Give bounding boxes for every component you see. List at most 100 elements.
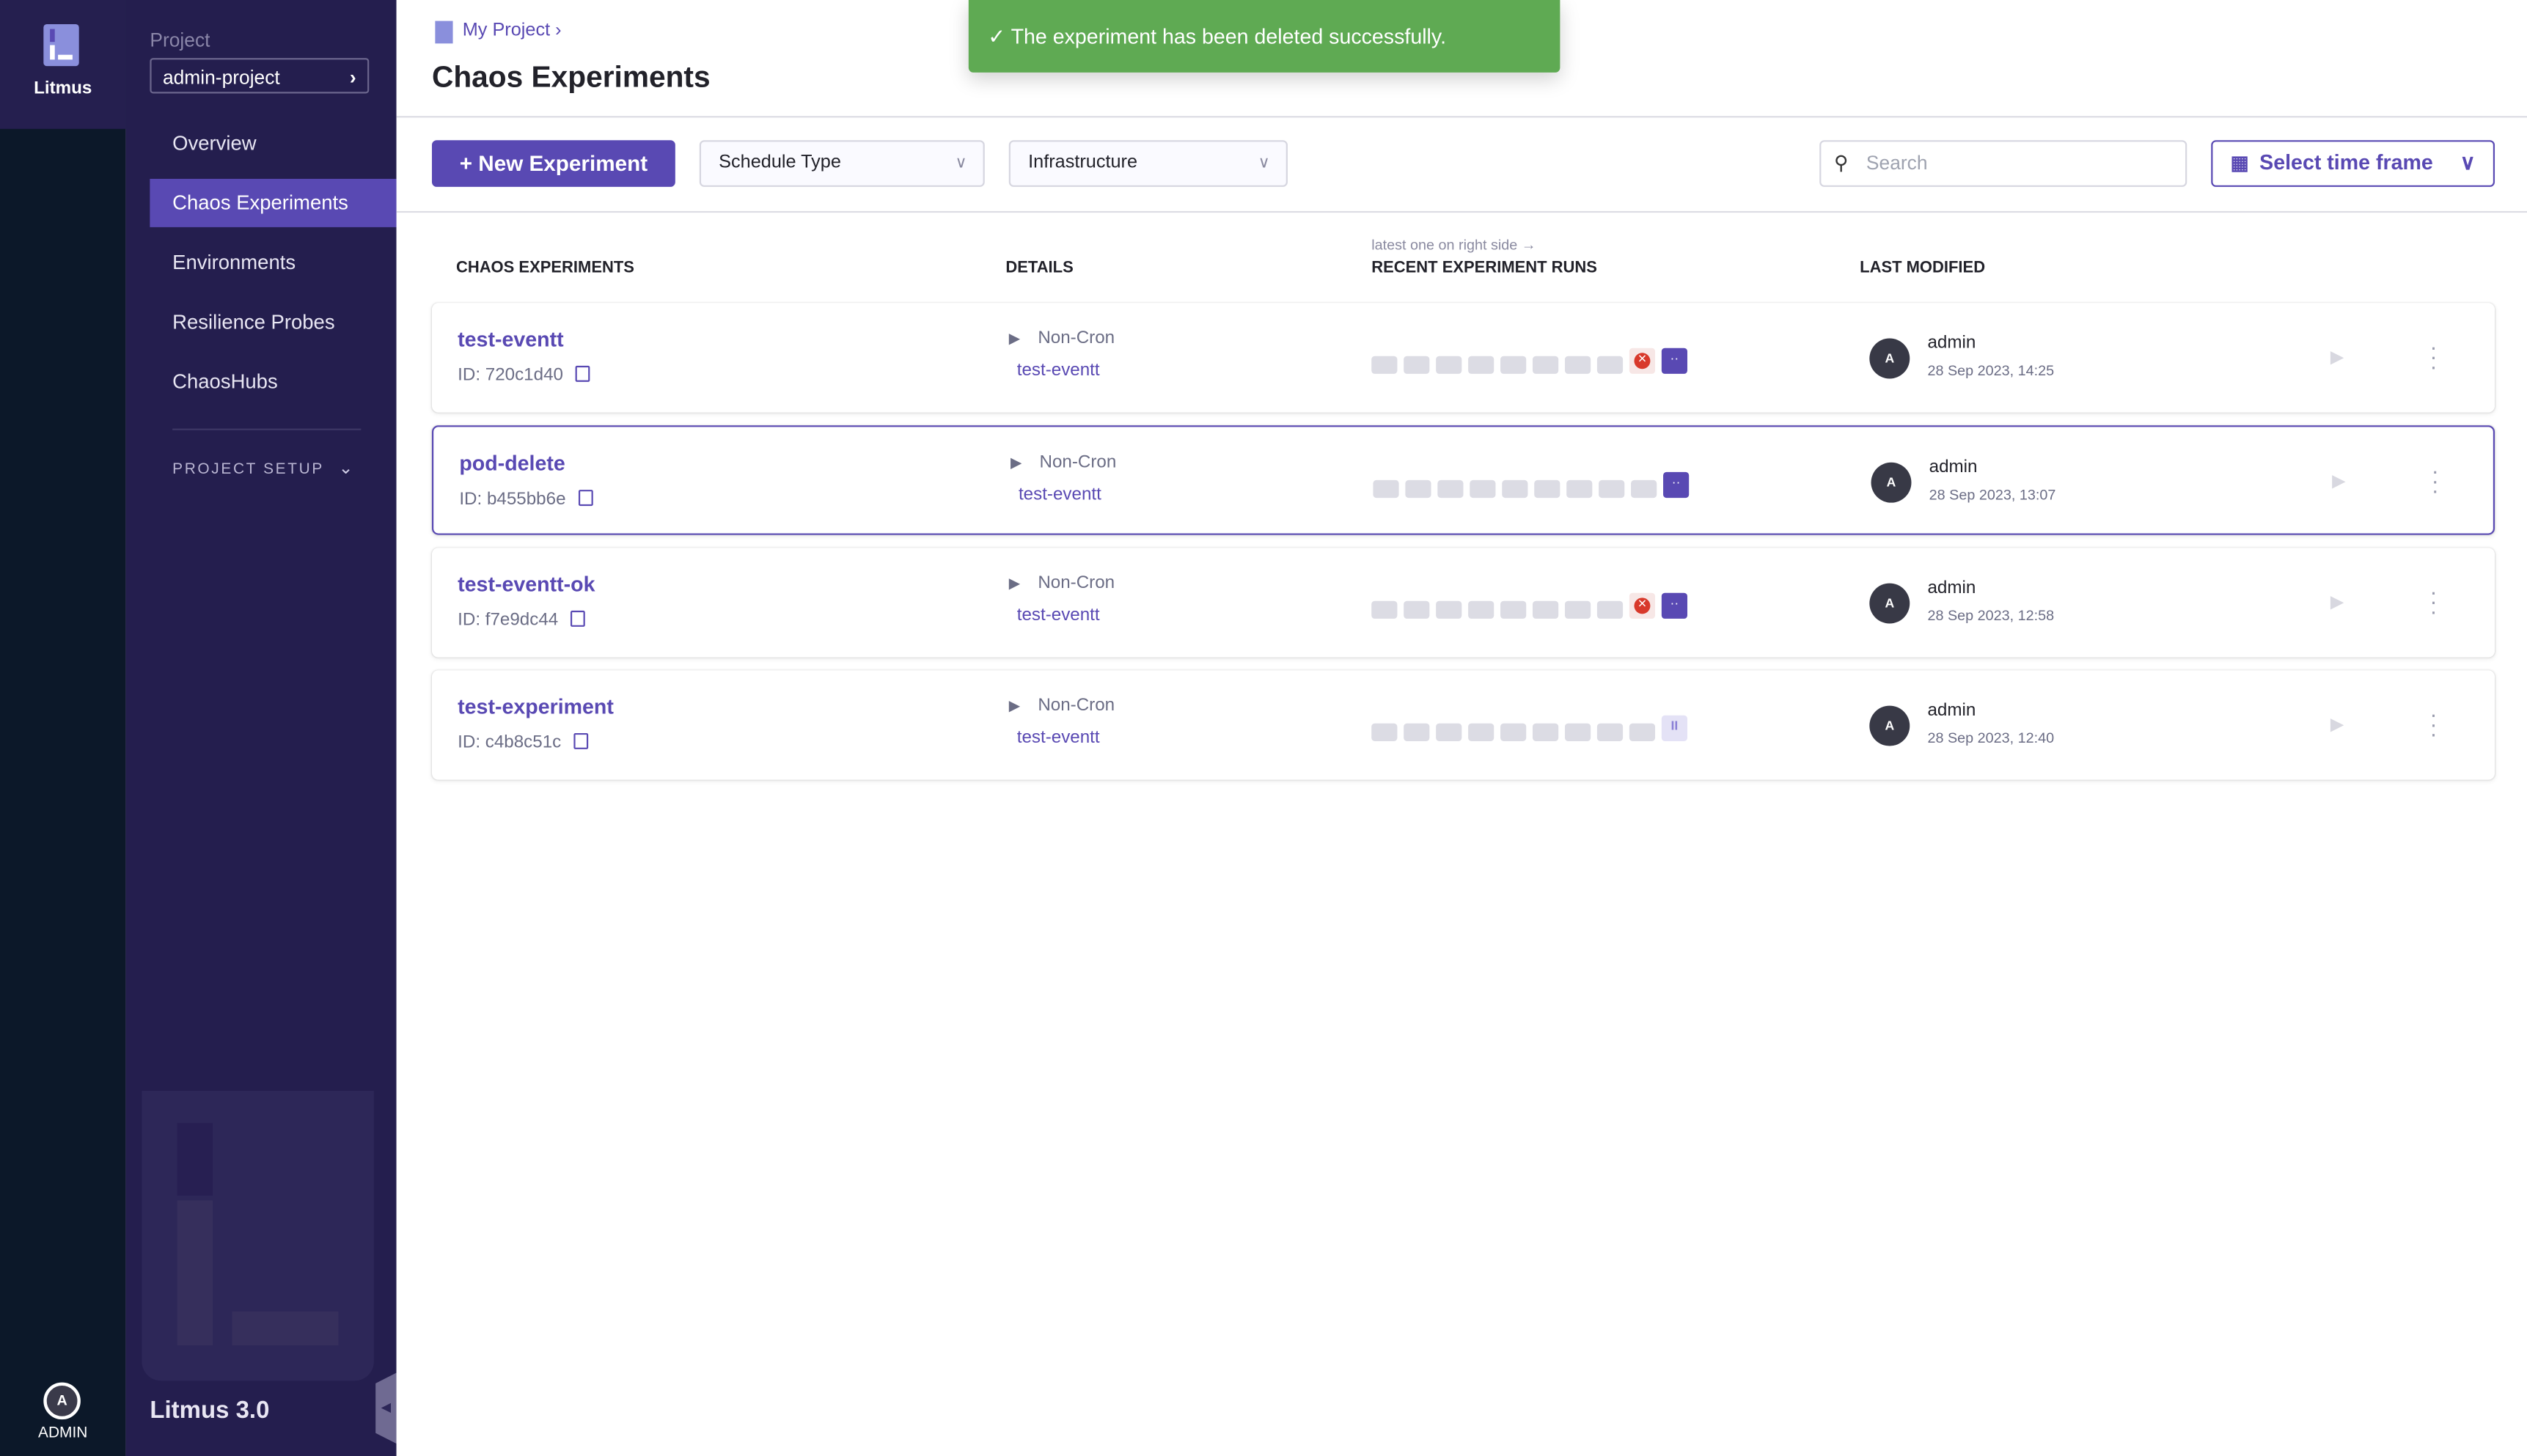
schedule-type-dropdown[interactable]: Schedule Type ∨ xyxy=(699,140,985,187)
project-icon xyxy=(435,21,453,44)
experiment-row[interactable]: test-eventt ID: 720c1d40 ▶ Non-Cron test… xyxy=(431,303,2495,413)
infrastructure-link[interactable]: test-eventt xyxy=(1016,361,1100,380)
chevron-down-icon: ∨ xyxy=(2460,150,2476,174)
sidebar-item-resilience-probes[interactable]: Resilience Probes xyxy=(172,311,335,334)
run-status-failed[interactable] xyxy=(1629,592,1656,619)
run-status-empty xyxy=(1470,479,1496,499)
run-status-empty xyxy=(1564,356,1591,374)
plus-icon: + xyxy=(459,151,479,176)
run-status-empty xyxy=(1533,723,1559,741)
modified-date: 28 Sep 2023, 12:58 xyxy=(1927,607,2055,624)
run-status-empty xyxy=(1502,479,1528,499)
run-status-empty xyxy=(1405,479,1431,499)
experiment-name-link[interactable]: test-eventt xyxy=(458,327,564,352)
schedule-play-icon: ▶ xyxy=(1008,330,1020,347)
run-status-empty xyxy=(1437,479,1464,499)
collapse-sidebar-button[interactable]: ◀ xyxy=(375,1372,397,1444)
avatar: A xyxy=(1869,705,1910,746)
schedule-play-icon: ▶ xyxy=(1008,575,1020,592)
modified-by: admin xyxy=(1927,333,1976,353)
experiment-row[interactable]: test-eventt-ok ID: f7e9dc44 ▶ Non-Cron t… xyxy=(431,548,2495,658)
copy-icon[interactable] xyxy=(576,365,591,382)
sidebar-item-chaoshubs[interactable]: ChaosHubs xyxy=(172,370,278,394)
run-experiment-button[interactable]: ▶ xyxy=(2330,715,2344,735)
experiment-id: ID: b455bb6e xyxy=(459,488,593,509)
run-status-empty xyxy=(1533,356,1559,374)
avatar: A xyxy=(1871,462,1912,503)
experiment-name-link[interactable]: test-experiment xyxy=(458,694,614,719)
schedule-type: Non-Cron xyxy=(1038,696,1115,716)
run-status-empty xyxy=(1596,600,1624,619)
sidebar-item-environments[interactable]: Environments xyxy=(172,251,296,274)
copy-icon[interactable] xyxy=(579,490,593,507)
recent-runs: II xyxy=(1371,712,1687,741)
run-status-running[interactable]: ·· xyxy=(1661,348,1687,374)
run-status-empty xyxy=(1404,723,1430,741)
modified-date: 28 Sep 2023, 14:25 xyxy=(1927,362,2055,379)
experiment-id-text: ID: c4b8c51c xyxy=(458,732,562,753)
project-selector[interactable]: admin-project › xyxy=(150,58,370,94)
run-experiment-button[interactable]: ▶ xyxy=(2330,348,2344,368)
infrastructure-link[interactable]: test-eventt xyxy=(1016,728,1100,748)
run-status-empty xyxy=(1373,479,1399,499)
schedule-type-label: Schedule Type xyxy=(719,152,841,173)
page-title: Chaos Experiments xyxy=(431,59,711,94)
run-experiment-button[interactable]: ▶ xyxy=(2332,471,2346,492)
modified-date: 28 Sep 2023, 13:07 xyxy=(1929,486,2056,503)
run-status-empty xyxy=(1371,600,1398,619)
infrastructure-dropdown[interactable]: Infrastructure ∨ xyxy=(1008,140,1288,187)
recent-runs: ·· xyxy=(1371,345,1687,374)
run-status-paused[interactable]: II xyxy=(1661,715,1687,741)
run-status-empty xyxy=(1468,600,1494,619)
experiment-id: ID: f7e9dc44 xyxy=(458,609,586,630)
sidebar-item-chaos-experiments[interactable]: Chaos Experiments xyxy=(150,178,397,227)
run-status-failed[interactable] xyxy=(1629,348,1656,374)
header-divider xyxy=(396,116,2527,118)
column-header-runs: RECENT EXPERIMENT RUNS xyxy=(1371,259,1597,278)
select-time-frame-button[interactable]: ▦ Select time frame ∨ xyxy=(2211,140,2495,187)
modified-by: admin xyxy=(1927,700,1976,721)
experiment-row[interactable]: test-experiment ID: c4b8c51c ▶ Non-Cron … xyxy=(431,670,2495,780)
experiment-id-text: ID: 720c1d40 xyxy=(458,365,563,386)
run-status-empty xyxy=(1500,356,1527,374)
run-status-running[interactable]: ·· xyxy=(1663,471,1690,499)
experiment-name-link[interactable]: pod-delete xyxy=(459,451,565,476)
project-label: Project xyxy=(150,29,210,52)
infrastructure-link[interactable]: test-eventt xyxy=(1016,606,1100,625)
run-status-empty xyxy=(1596,723,1624,741)
success-toast: ✓ The experiment has been deleted succes… xyxy=(968,0,1560,73)
run-status-running[interactable]: ·· xyxy=(1661,592,1687,619)
experiment-name-link[interactable]: test-eventt-ok xyxy=(458,572,595,597)
run-status-empty xyxy=(1533,600,1559,619)
run-status-empty xyxy=(1436,723,1462,741)
toolbar-divider xyxy=(396,210,2527,213)
search-input[interactable]: ⚲ Search xyxy=(1819,140,2187,187)
modified-by: admin xyxy=(1927,578,1976,598)
breadcrumb[interactable]: My Project › xyxy=(463,21,562,40)
more-options-icon[interactable]: · · · xyxy=(2431,457,2439,503)
breadcrumb-project[interactable]: My Project xyxy=(462,21,551,40)
litmus-logo-icon[interactable] xyxy=(43,23,79,67)
experiment-row[interactable]: pod-delete ID: b455bb6e ▶ Non-Cron test-… xyxy=(431,425,2495,535)
more-options-icon[interactable]: · · · xyxy=(2429,700,2438,746)
user-label[interactable]: ADMIN xyxy=(38,1424,88,1442)
infrastructure-link[interactable]: test-eventt xyxy=(1018,485,1101,504)
run-status-empty xyxy=(1371,356,1398,374)
version-label: Litmus 3.0 xyxy=(150,1397,270,1424)
more-options-icon[interactable]: · · · xyxy=(2429,578,2438,624)
project-setup-toggle[interactable]: PROJECT SETUP xyxy=(172,460,324,479)
schedule-play-icon: ▶ xyxy=(1008,697,1020,714)
chevron-down-icon: ∨ xyxy=(1258,154,1270,173)
toast-message: The experiment has been deleted successf… xyxy=(1011,23,1447,48)
infrastructure-label: Infrastructure xyxy=(1028,152,1138,173)
sidebar-item-overview[interactable]: Overview xyxy=(172,132,257,155)
run-status-empty xyxy=(1500,723,1527,741)
copy-icon[interactable] xyxy=(571,610,586,627)
run-experiment-button[interactable]: ▶ xyxy=(2330,592,2344,613)
copy-icon[interactable] xyxy=(573,732,589,749)
user-avatar[interactable]: A xyxy=(43,1382,81,1420)
chevron-down-icon[interactable]: ⌄ xyxy=(338,459,353,479)
more-options-icon[interactable]: · · · xyxy=(2429,333,2438,379)
new-experiment-button[interactable]: + New Experiment xyxy=(431,140,675,187)
experiment-id: ID: c4b8c51c xyxy=(458,732,589,753)
